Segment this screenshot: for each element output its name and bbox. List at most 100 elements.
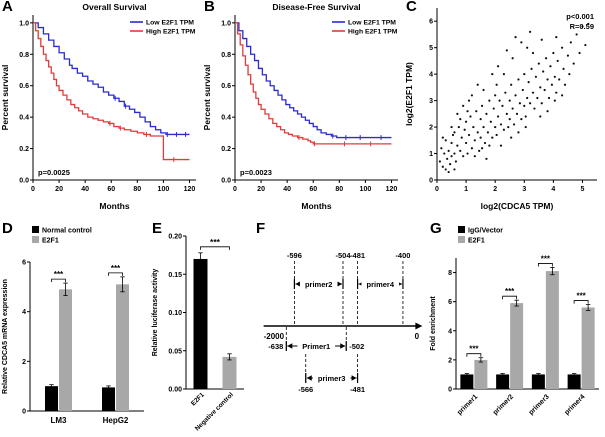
bar: [193, 258, 208, 389]
arrowhead-right: [340, 343, 346, 349]
scatter-point: [504, 91, 507, 94]
scatter-point: [566, 54, 570, 57]
x-tick-label: 120: [386, 186, 398, 193]
scatter-point: [459, 118, 462, 121]
sig-stars: ***: [505, 287, 515, 296]
axes: [32, 15, 196, 181]
km-curve-low: [33, 22, 190, 136]
scatter-point: [492, 107, 495, 110]
scatter-point: [584, 43, 587, 47]
scatter-point: [560, 46, 564, 49]
y-tick-label: 4: [448, 328, 452, 335]
x-tick-label: 20: [55, 186, 63, 193]
scatter-point: [453, 152, 456, 155]
scatter-point: [505, 49, 508, 52]
bar: [581, 307, 595, 389]
scatter-point: [578, 51, 581, 55]
scatter-point: [511, 57, 514, 60]
x-tick-label: 100: [360, 186, 372, 193]
scatter-point: [472, 125, 475, 129]
bar: [510, 303, 524, 389]
scatter-point: [466, 110, 469, 113]
scatter-point: [450, 125, 453, 129]
legend-label: E2F1: [42, 238, 59, 245]
coordinate-label: -566: [298, 385, 313, 394]
scatter-point: [450, 155, 453, 158]
scatter-point: [438, 160, 442, 163]
scatter-point: [485, 157, 488, 160]
panel-label-g: G: [430, 220, 442, 237]
scatter-point: [441, 165, 444, 168]
y-axis-label: log2(E2F1 TPM): [404, 62, 414, 126]
scatter-point: [508, 118, 511, 121]
x-tick-label: 3: [522, 186, 526, 193]
x-axis-label: Months: [99, 201, 129, 211]
y-axis-label: Percent survival: [0, 65, 10, 131]
x-tick-label: 120: [184, 186, 196, 193]
bar: [45, 386, 58, 411]
scatter-point: [479, 118, 482, 121]
scatter-point: [454, 160, 458, 163]
scatter-point: [520, 41, 523, 44]
x-tick-label: 80: [335, 186, 343, 193]
label-backplate: [361, 279, 400, 289]
coordinate-label: 0: [415, 332, 420, 341]
scatter-point: [496, 65, 500, 68]
scatter-point: [550, 83, 554, 86]
label-backplate: [297, 341, 336, 351]
scatter-point: [469, 115, 472, 118]
chart-D: 0 2 4 6 Relative CDCA5 mRNA expression Normal…: [2, 226, 144, 425]
legend-label: Low E2F1 TPM: [348, 20, 396, 27]
bar: [531, 374, 545, 389]
scatter-point: [563, 83, 567, 86]
scatter-point: [491, 73, 494, 76]
scatter-point: [524, 115, 527, 118]
scatter-point: [448, 163, 452, 166]
scatter-point: [556, 59, 559, 63]
y-tick-label: 1.0: [221, 20, 231, 27]
km-curve-low: [235, 22, 392, 139]
scatter-point: [480, 104, 484, 108]
y-tick-label: 0.0: [221, 178, 231, 185]
axes: [234, 15, 398, 181]
y-tick-label: 0.4: [221, 115, 231, 122]
legend-swatch: [32, 236, 39, 243]
scatter-point: [488, 144, 491, 147]
bar: [102, 387, 115, 411]
scatter-point: [495, 83, 498, 86]
scatter-point: [549, 65, 552, 68]
scatter-point: [553, 99, 556, 102]
scatter-point: [575, 33, 578, 36]
scatter-point: [476, 131, 479, 134]
sig-bracket: [108, 272, 123, 276]
scatter-point: [491, 136, 494, 139]
scatter-point: [521, 88, 524, 92]
scatter-point: [482, 125, 485, 129]
x-tick-label: 20: [257, 186, 265, 193]
bar: [460, 374, 474, 389]
km-curve-high: [235, 22, 392, 145]
x-tick-label: 4: [551, 186, 555, 193]
scatter-point: [523, 104, 526, 108]
scatter-point: [572, 62, 575, 65]
y-tick-label: 0.15: [168, 272, 182, 279]
scatter-point: [444, 168, 447, 171]
x-tick-label: 100: [158, 186, 170, 193]
sig-stars: ***: [210, 237, 221, 247]
chart-title: Disease-Free Survival: [272, 2, 360, 12]
y-tick-label: 5: [429, 45, 433, 52]
scatter-point: [462, 104, 465, 108]
scatter-point: [510, 136, 513, 139]
scatter-point: [510, 83, 513, 86]
primer-name: primer4: [367, 280, 395, 289]
scatter-point: [496, 115, 500, 118]
scatter-point: [464, 141, 468, 145]
y-tick-label: 1: [429, 151, 433, 158]
km-curve-high: [33, 22, 190, 161]
panel-label-d: D: [2, 220, 13, 237]
annotation: p<0.001: [566, 12, 594, 21]
scatter-point: [539, 115, 542, 118]
promoter-arrowhead: [415, 322, 423, 330]
y-axis-label: Relative luciferase activity: [152, 269, 159, 357]
